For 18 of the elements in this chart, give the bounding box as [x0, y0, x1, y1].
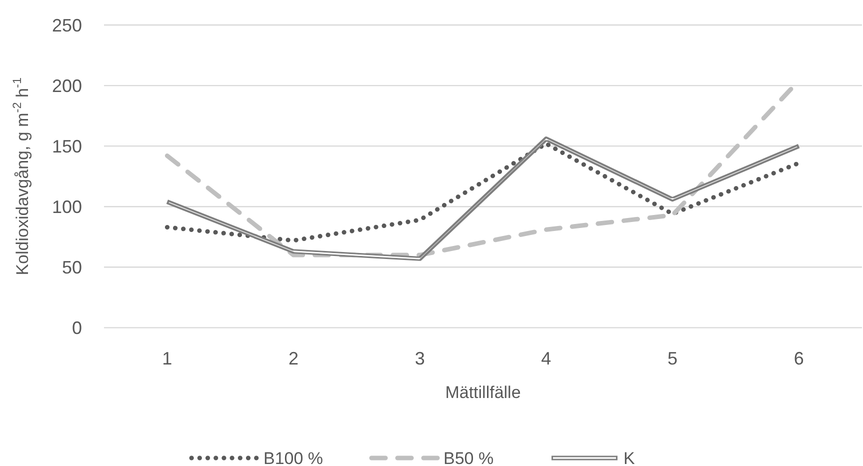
legend-label: B100 % — [264, 448, 324, 466]
x-tick-label: 2 — [288, 348, 299, 368]
legend-label: B50 % — [444, 448, 494, 466]
x-tick-label: 4 — [541, 348, 552, 368]
y-tick-label: 100 — [52, 196, 82, 217]
x-tick-label: 3 — [414, 348, 425, 368]
x-axis-title: Mättillfälle — [445, 382, 521, 402]
y-tick-label: 0 — [72, 318, 82, 338]
line-series — [164, 136, 802, 261]
x-tick-label: 6 — [794, 348, 804, 368]
line-series — [164, 141, 802, 243]
y-tick-label: 250 — [52, 15, 82, 36]
y-tick-label: 50 — [62, 257, 82, 278]
y-tick-label: 200 — [52, 76, 82, 96]
x-tick-label: 1 — [162, 348, 172, 368]
legend-label: K — [624, 448, 636, 466]
y-tick-label: 150 — [52, 136, 82, 156]
x-tick-label: 5 — [667, 348, 678, 368]
